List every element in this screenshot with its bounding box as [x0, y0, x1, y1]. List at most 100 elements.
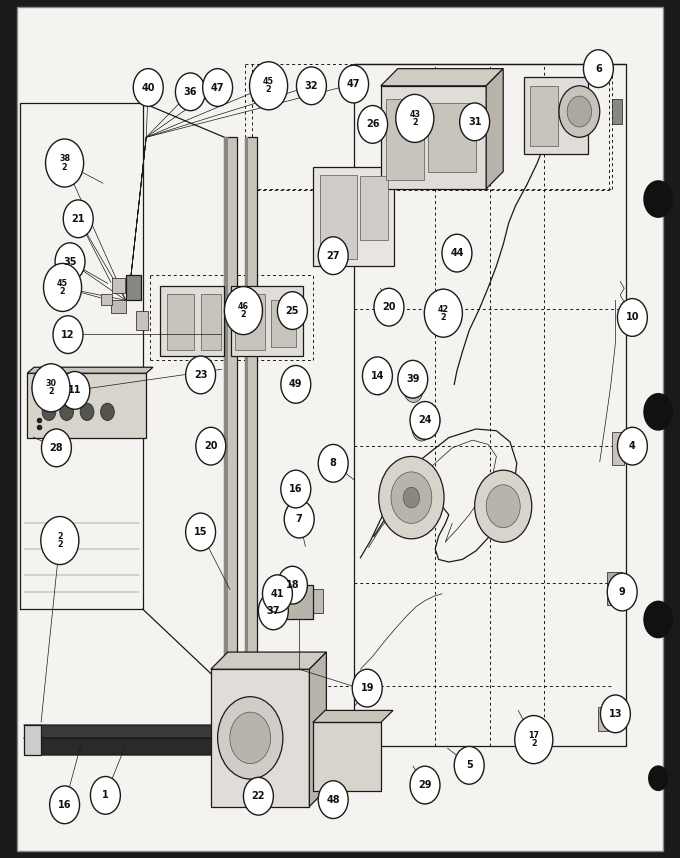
Circle shape	[296, 67, 326, 105]
Bar	[224, 137, 237, 686]
Circle shape	[404, 378, 423, 402]
Text: 45
2: 45 2	[57, 279, 68, 296]
Bar	[271, 300, 296, 347]
Text: 4: 4	[629, 441, 636, 451]
Circle shape	[175, 73, 205, 111]
Text: 45
2: 45 2	[263, 77, 274, 94]
Text: 48: 48	[326, 795, 340, 805]
Polygon shape	[24, 725, 286, 738]
Bar	[245, 137, 257, 686]
Text: 20: 20	[204, 441, 218, 451]
Circle shape	[258, 592, 288, 630]
Circle shape	[318, 444, 348, 482]
Text: 19: 19	[360, 683, 374, 693]
Bar	[231, 286, 303, 356]
Text: 43
2: 43 2	[409, 110, 420, 127]
Circle shape	[90, 776, 120, 814]
Text: 16: 16	[58, 800, 71, 810]
Circle shape	[648, 765, 668, 791]
Circle shape	[55, 243, 85, 281]
Text: 12: 12	[61, 329, 75, 340]
Text: 2
2: 2 2	[57, 532, 63, 549]
Bar	[111, 300, 126, 313]
Circle shape	[53, 316, 83, 353]
Text: 39: 39	[406, 374, 420, 384]
Circle shape	[63, 200, 93, 238]
Text: 21: 21	[71, 214, 85, 224]
Circle shape	[80, 403, 94, 420]
Circle shape	[410, 402, 440, 439]
Circle shape	[412, 417, 431, 441]
Circle shape	[318, 781, 348, 819]
Circle shape	[398, 360, 428, 398]
Circle shape	[41, 517, 79, 565]
Circle shape	[262, 575, 292, 613]
Polygon shape	[24, 738, 286, 755]
Text: 30
2: 30 2	[46, 379, 56, 396]
Bar	[524, 77, 588, 154]
Circle shape	[186, 513, 216, 551]
Circle shape	[426, 414, 435, 426]
Circle shape	[460, 103, 490, 141]
Circle shape	[243, 777, 273, 815]
Circle shape	[203, 69, 233, 106]
Text: 6: 6	[595, 63, 602, 74]
Text: 20: 20	[382, 302, 396, 312]
Text: 42
2: 42 2	[438, 305, 449, 322]
Polygon shape	[27, 367, 153, 373]
Text: 11: 11	[68, 385, 82, 396]
Circle shape	[403, 487, 420, 508]
Text: 25: 25	[286, 305, 299, 316]
Text: 5: 5	[466, 760, 473, 770]
Text: 24: 24	[418, 415, 432, 426]
Circle shape	[339, 65, 369, 103]
Polygon shape	[313, 710, 393, 722]
Circle shape	[396, 94, 434, 142]
Bar	[211, 669, 309, 807]
Circle shape	[617, 299, 647, 336]
Bar	[313, 167, 394, 266]
Bar	[160, 286, 224, 356]
Circle shape	[277, 292, 307, 329]
Bar	[386, 99, 424, 180]
Circle shape	[417, 423, 426, 435]
Bar	[245, 137, 248, 686]
Circle shape	[352, 669, 382, 707]
Bar	[360, 176, 388, 240]
Text: 10: 10	[626, 312, 639, 323]
Circle shape	[442, 234, 472, 272]
Bar	[24, 725, 41, 755]
Circle shape	[607, 573, 637, 611]
Circle shape	[358, 106, 388, 143]
Bar	[101, 294, 112, 305]
Bar	[607, 572, 622, 605]
Circle shape	[600, 695, 630, 733]
Circle shape	[284, 500, 314, 538]
Text: 44: 44	[450, 248, 464, 258]
Text: 9: 9	[619, 587, 626, 597]
Text: 16: 16	[289, 484, 303, 494]
Circle shape	[318, 237, 348, 275]
Bar	[235, 294, 265, 350]
Circle shape	[60, 372, 90, 409]
Bar	[201, 294, 221, 350]
Circle shape	[44, 263, 82, 311]
Circle shape	[454, 746, 484, 784]
Text: 26: 26	[366, 119, 379, 130]
Bar	[428, 103, 476, 172]
Text: 47: 47	[211, 82, 224, 93]
Text: 14: 14	[371, 371, 384, 381]
Text: 17
2: 17 2	[528, 731, 539, 748]
Circle shape	[32, 364, 70, 412]
Text: 15: 15	[194, 527, 207, 537]
Text: 7: 7	[296, 514, 303, 524]
Circle shape	[218, 697, 283, 779]
Circle shape	[643, 180, 673, 218]
Circle shape	[643, 393, 673, 431]
Bar	[598, 707, 613, 731]
Text: 28: 28	[50, 443, 63, 453]
Text: 49: 49	[289, 379, 303, 390]
Text: 22: 22	[252, 791, 265, 801]
Text: 29: 29	[418, 780, 432, 790]
Text: 18: 18	[286, 580, 299, 590]
